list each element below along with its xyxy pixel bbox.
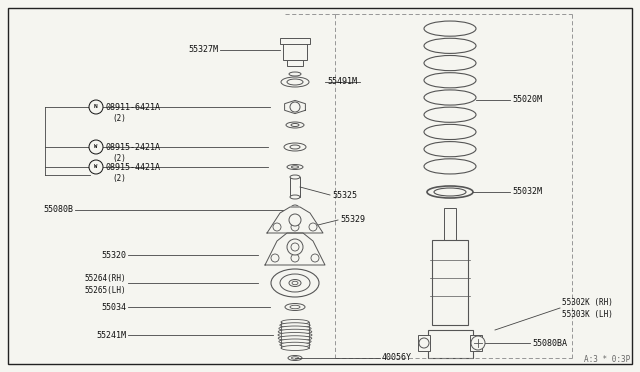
- Circle shape: [273, 223, 281, 231]
- Ellipse shape: [290, 305, 300, 309]
- Text: 08911-6421A: 08911-6421A: [105, 103, 160, 112]
- Ellipse shape: [285, 304, 305, 311]
- Ellipse shape: [290, 175, 300, 179]
- Text: 55491M: 55491M: [327, 77, 357, 87]
- Text: 55032M: 55032M: [512, 187, 542, 196]
- Text: (2): (2): [112, 115, 126, 124]
- Text: 55241M: 55241M: [96, 330, 126, 340]
- Text: A:3 * 0:3P: A:3 * 0:3P: [584, 355, 630, 364]
- Circle shape: [309, 223, 317, 231]
- Text: N: N: [94, 105, 98, 109]
- Bar: [290, 177, 300, 197]
- Ellipse shape: [281, 320, 309, 324]
- Bar: [470, 335, 482, 351]
- Circle shape: [89, 160, 103, 174]
- Ellipse shape: [291, 166, 298, 168]
- Text: 55080BA: 55080BA: [532, 339, 567, 347]
- Circle shape: [290, 102, 300, 112]
- Ellipse shape: [278, 329, 312, 334]
- Circle shape: [289, 214, 301, 226]
- Bar: [283, 42, 307, 60]
- Circle shape: [291, 243, 299, 251]
- Ellipse shape: [279, 339, 311, 344]
- Bar: [418, 335, 430, 351]
- Ellipse shape: [281, 77, 309, 87]
- Ellipse shape: [434, 188, 466, 196]
- Circle shape: [287, 239, 303, 255]
- Circle shape: [89, 140, 103, 154]
- Bar: [432, 240, 468, 325]
- Ellipse shape: [290, 195, 300, 199]
- Ellipse shape: [291, 124, 299, 126]
- Ellipse shape: [280, 323, 310, 328]
- Ellipse shape: [287, 79, 303, 85]
- Text: (2): (2): [112, 154, 126, 164]
- Text: 55080B: 55080B: [43, 205, 73, 215]
- Text: 55303K (LH): 55303K (LH): [562, 310, 613, 318]
- Bar: [287, 60, 303, 66]
- Text: 08915-4421A: 08915-4421A: [105, 163, 160, 171]
- Ellipse shape: [290, 145, 300, 149]
- Ellipse shape: [286, 122, 304, 128]
- Text: 55034: 55034: [101, 302, 126, 311]
- Circle shape: [473, 338, 483, 348]
- Text: 40056Y: 40056Y: [382, 353, 412, 362]
- Text: 55325: 55325: [332, 190, 357, 199]
- Text: 55265(LH): 55265(LH): [84, 285, 126, 295]
- Circle shape: [89, 100, 103, 114]
- Text: 55320: 55320: [101, 250, 126, 260]
- Ellipse shape: [278, 336, 312, 341]
- Ellipse shape: [427, 186, 473, 198]
- Ellipse shape: [291, 357, 298, 359]
- Circle shape: [290, 205, 300, 215]
- Circle shape: [291, 223, 299, 231]
- Text: 08915-2421A: 08915-2421A: [105, 142, 160, 151]
- Ellipse shape: [278, 333, 312, 337]
- Text: 55327M: 55327M: [188, 45, 218, 55]
- Ellipse shape: [287, 164, 303, 170]
- Circle shape: [311, 254, 319, 262]
- Ellipse shape: [280, 342, 310, 347]
- Ellipse shape: [292, 281, 298, 285]
- Text: 55329: 55329: [340, 215, 365, 224]
- Ellipse shape: [288, 356, 302, 360]
- Ellipse shape: [289, 279, 301, 286]
- Circle shape: [471, 336, 485, 350]
- Ellipse shape: [279, 326, 311, 331]
- Polygon shape: [265, 233, 325, 265]
- Ellipse shape: [281, 346, 309, 350]
- Circle shape: [291, 254, 299, 262]
- Ellipse shape: [280, 274, 310, 292]
- Ellipse shape: [289, 72, 301, 76]
- Polygon shape: [267, 207, 323, 233]
- Bar: [280, 38, 310, 44]
- Circle shape: [271, 254, 279, 262]
- Text: (2): (2): [112, 174, 126, 183]
- Polygon shape: [285, 100, 305, 113]
- Bar: [428, 330, 473, 358]
- Ellipse shape: [284, 143, 306, 151]
- Text: W: W: [94, 164, 98, 170]
- Bar: [444, 208, 456, 255]
- Text: 55264(RH): 55264(RH): [84, 273, 126, 282]
- Text: W: W: [94, 144, 98, 150]
- Ellipse shape: [271, 269, 319, 297]
- Text: 55020M: 55020M: [512, 96, 542, 105]
- Circle shape: [419, 338, 429, 348]
- Text: 55302K (RH): 55302K (RH): [562, 298, 613, 307]
